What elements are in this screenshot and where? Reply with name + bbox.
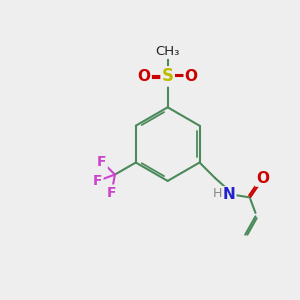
Text: N: N [223, 188, 236, 202]
Text: O: O [256, 171, 269, 186]
Text: S: S [162, 68, 174, 85]
Text: F: F [97, 155, 107, 169]
Text: F: F [93, 174, 103, 188]
Text: O: O [185, 69, 198, 84]
Text: F: F [107, 186, 116, 200]
Text: CH₃: CH₃ [155, 45, 180, 58]
Text: O: O [138, 69, 151, 84]
Text: H: H [213, 187, 223, 200]
